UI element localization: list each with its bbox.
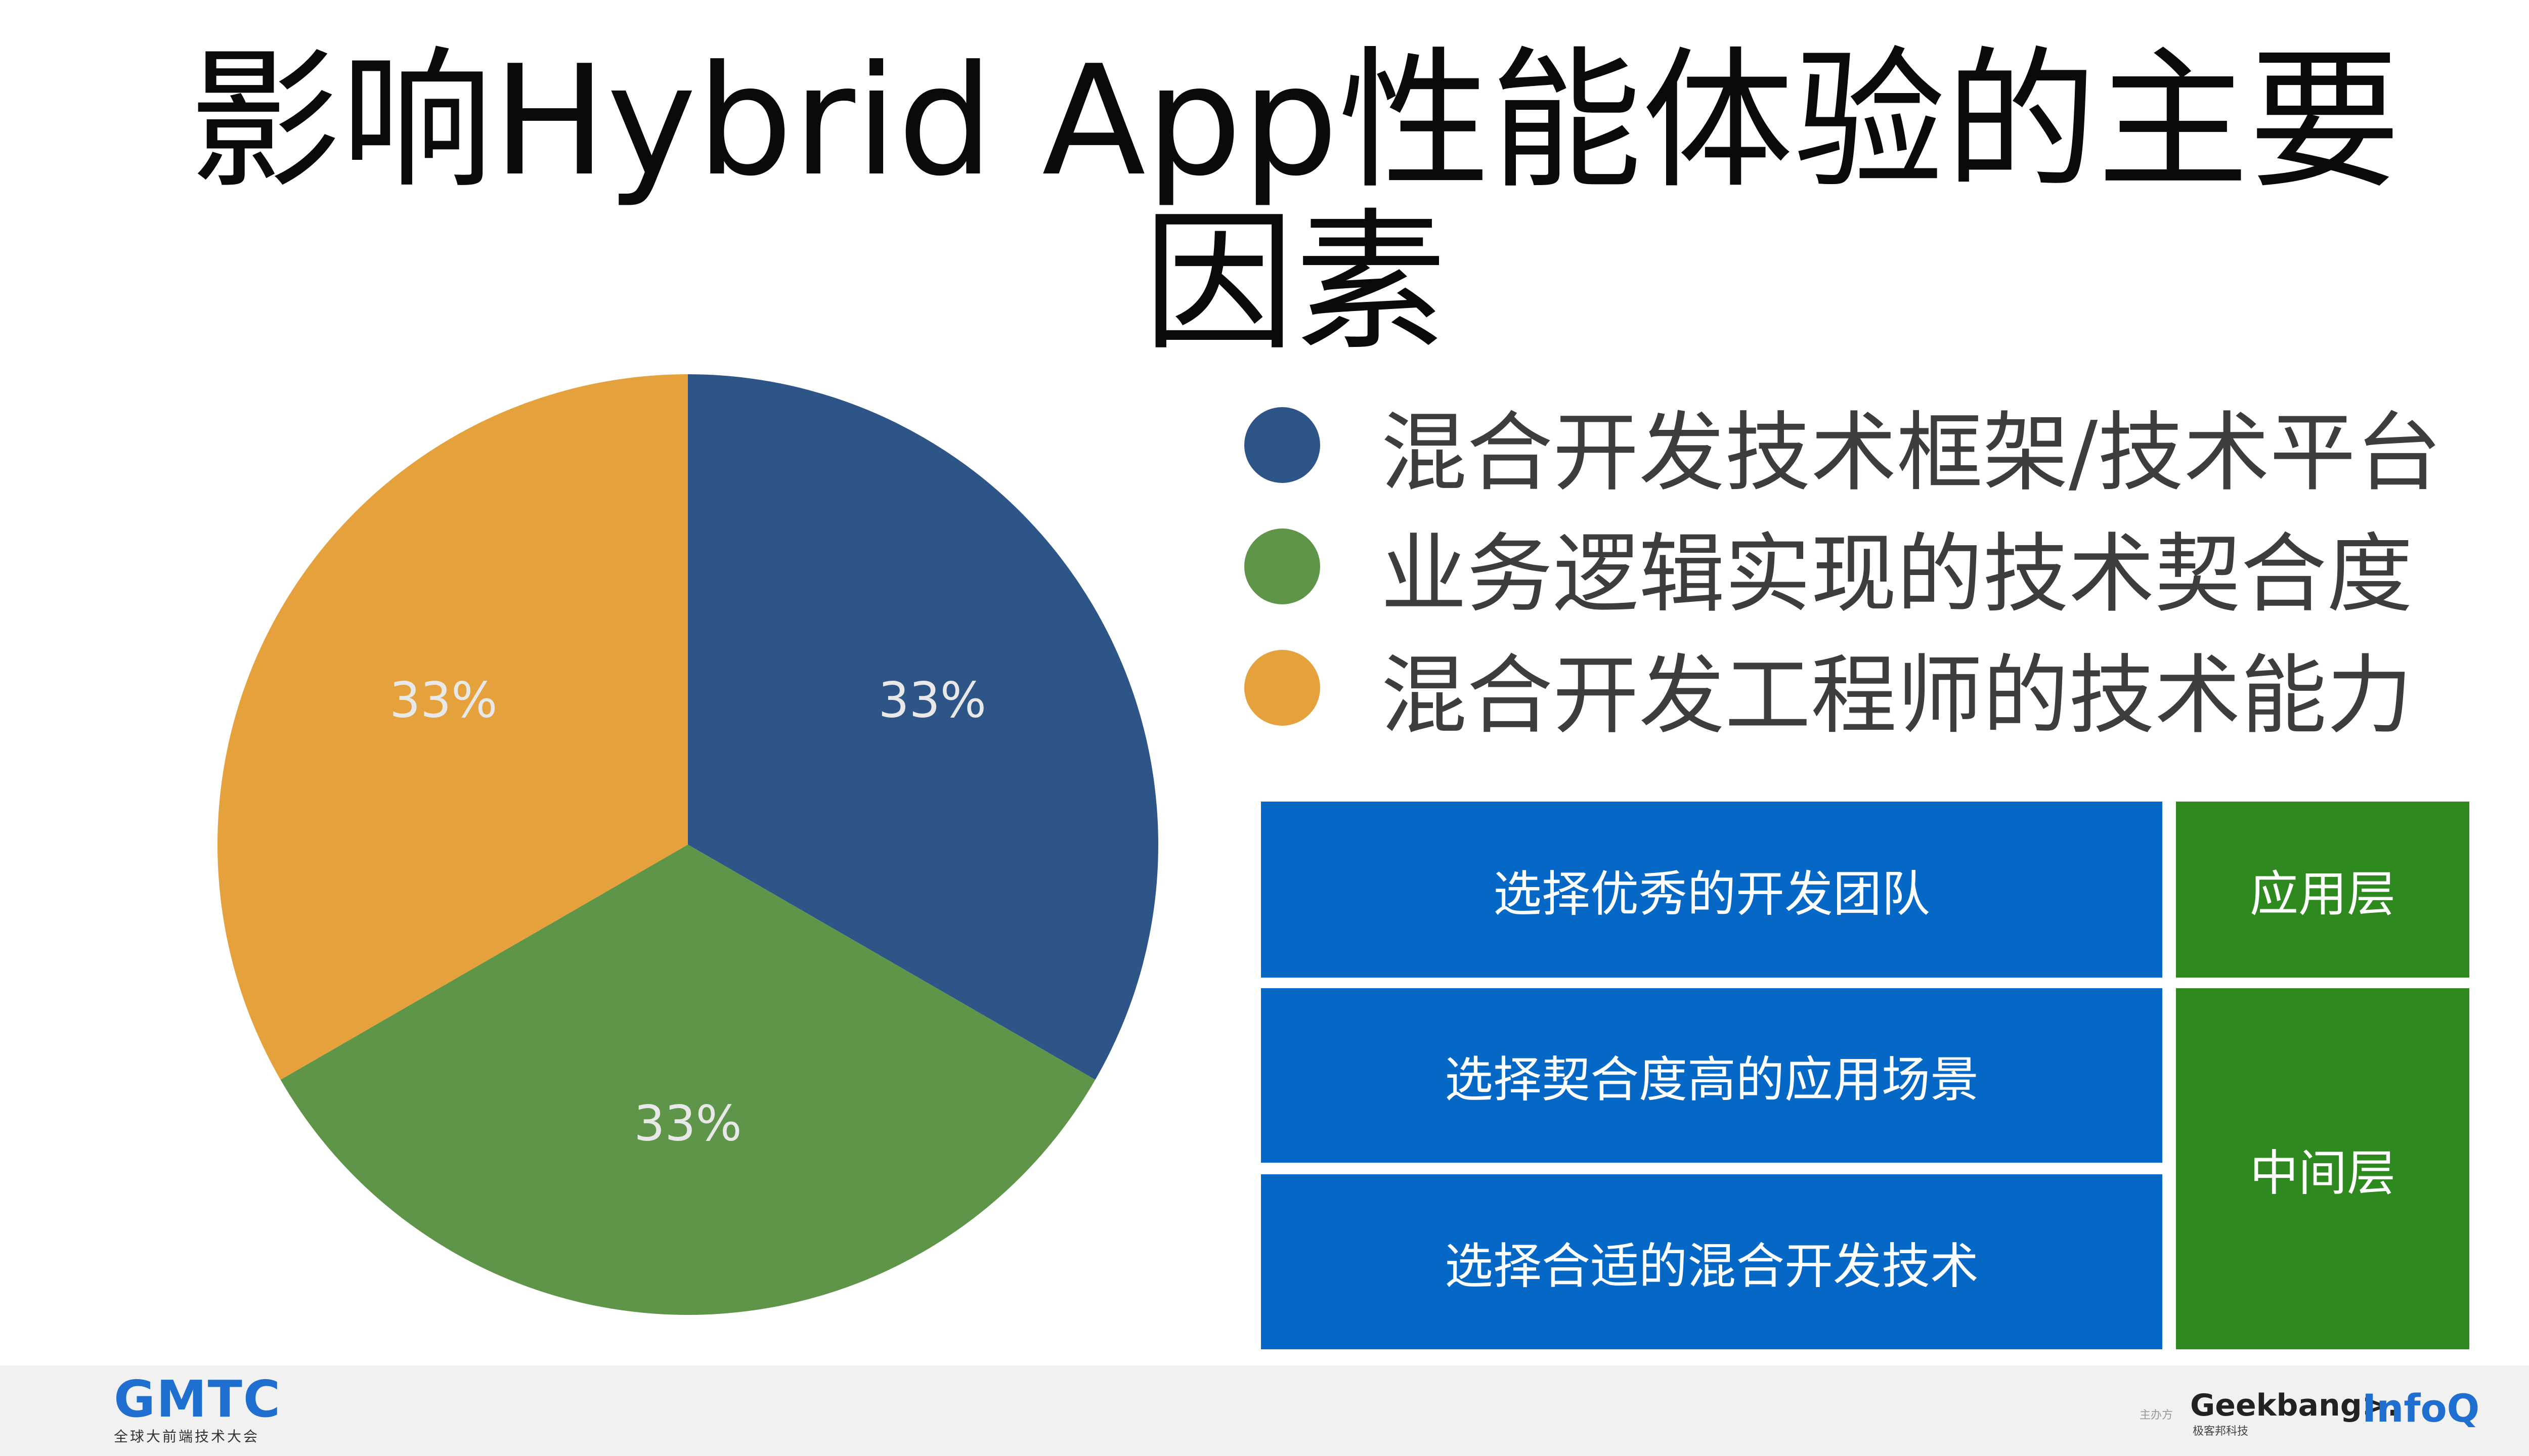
footer-bar <box>0 1365 2529 1456</box>
table-cell-scenario: 选择契合度高的应用场景 <box>1261 988 2162 1163</box>
legend-item-engineer-skill: 混合开发工程师的技术能力 <box>1244 627 2529 748</box>
infoq-logo: InfoQ <box>2362 1386 2480 1431</box>
gmtc-logo-subtitle: 全球大前端技术大会 <box>114 1428 260 1445</box>
host-label: 主办方 <box>2140 1409 2173 1422</box>
table-cell-technology: 选择合适的混合开发技术 <box>1261 1174 2162 1349</box>
layer-middle: 中间层 <box>2176 988 2469 1349</box>
legend-label: 混合开发技术框架/技术平台 <box>1381 403 2442 503</box>
legend-item-framework: 混合开发技术框架/技术平台 <box>1244 384 2529 506</box>
pie-data-label-2: 33% <box>634 1095 742 1152</box>
legend-item-business-fit: 业务逻辑实现的技术契合度 <box>1244 506 2529 627</box>
pie-slice-1 <box>688 374 1158 1080</box>
legend-dot-green <box>1244 528 1320 604</box>
legend-dot-blue <box>1244 407 1320 483</box>
pie-data-label-3: 33% <box>389 672 497 728</box>
table-cell-team: 选择优秀的开发团队 <box>1261 802 2162 978</box>
geekbang-subtitle: 极客邦科技 <box>2193 1425 2249 1438</box>
chart-legend: 混合开发技术框架/技术平台 业务逻辑实现的技术契合度 混合开发工程师的技术能力 <box>1244 384 2529 748</box>
pie-chart: 33% 33% 33% <box>217 374 1158 1315</box>
legend-label: 业务逻辑实现的技术契合度 <box>1381 524 2413 625</box>
gmtc-logo: GMTC 全球大前端技术大会 <box>114 1373 286 1449</box>
layer-application: 应用层 <box>2176 802 2469 978</box>
geekbang-logo: Geekbang>. <box>2190 1388 2399 1423</box>
legend-label: 混合开发工程师的技术能力 <box>1381 646 2413 746</box>
pie-slice-2 <box>280 845 1096 1315</box>
slide-title: 影响Hybrid App性能体验的主要因素 <box>189 33 2401 371</box>
legend-dot-orange <box>1244 650 1320 726</box>
sponsor-area: 主办方 Geekbang>. 极客邦科技 InfoQ <box>2140 1386 2524 1438</box>
gmtc-logo-text: GMTC <box>114 1370 282 1429</box>
pie-data-label-1: 33% <box>879 672 986 728</box>
pie-slice-3 <box>217 374 688 1080</box>
